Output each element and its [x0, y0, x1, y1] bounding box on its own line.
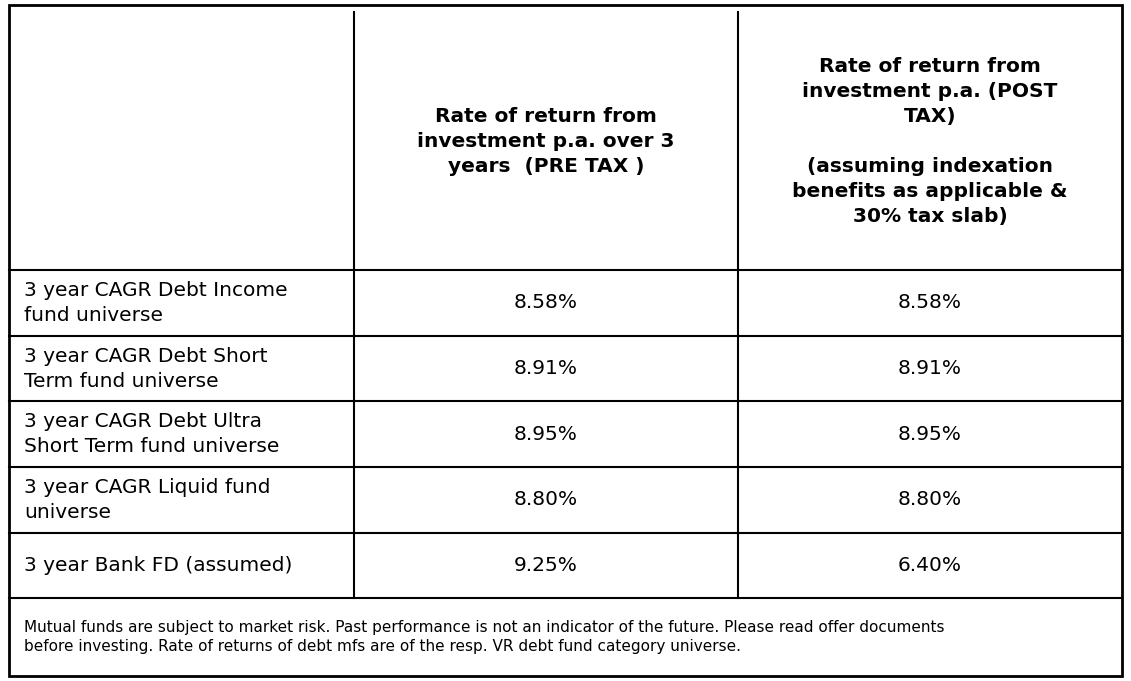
- Text: Rate of return from
investment p.a. over 3
years  (PRE TAX ): Rate of return from investment p.a. over…: [417, 107, 675, 176]
- Text: 8.91%: 8.91%: [898, 359, 962, 378]
- Text: 3 year CAGR Liquid fund
universe: 3 year CAGR Liquid fund universe: [24, 478, 270, 522]
- Text: 8.95%: 8.95%: [515, 425, 578, 444]
- Text: 8.91%: 8.91%: [513, 359, 578, 378]
- Text: 3 year CAGR Debt Ultra
Short Term fund universe: 3 year CAGR Debt Ultra Short Term fund u…: [24, 412, 279, 456]
- Text: Rate of return from
investment p.a. (POST
TAX)

(assuming indexation
benefits as: Rate of return from investment p.a. (POS…: [792, 57, 1068, 225]
- Text: Mutual funds are subject to market risk. Past performance is not an indicator of: Mutual funds are subject to market risk.…: [24, 620, 944, 654]
- Text: 3 year Bank FD (assumed): 3 year Bank FD (assumed): [24, 556, 292, 575]
- Text: 9.25%: 9.25%: [515, 556, 578, 575]
- Text: 8.80%: 8.80%: [513, 490, 578, 509]
- Text: 8.80%: 8.80%: [898, 490, 962, 509]
- Text: 3 year CAGR Debt Income
fund universe: 3 year CAGR Debt Income fund universe: [24, 281, 287, 325]
- Text: 3 year CAGR Debt Short
Term fund universe: 3 year CAGR Debt Short Term fund univers…: [24, 347, 267, 391]
- Text: 8.58%: 8.58%: [898, 294, 962, 313]
- Text: 6.40%: 6.40%: [898, 556, 962, 575]
- Text: 8.95%: 8.95%: [898, 425, 961, 444]
- Text: 8.58%: 8.58%: [513, 294, 578, 313]
